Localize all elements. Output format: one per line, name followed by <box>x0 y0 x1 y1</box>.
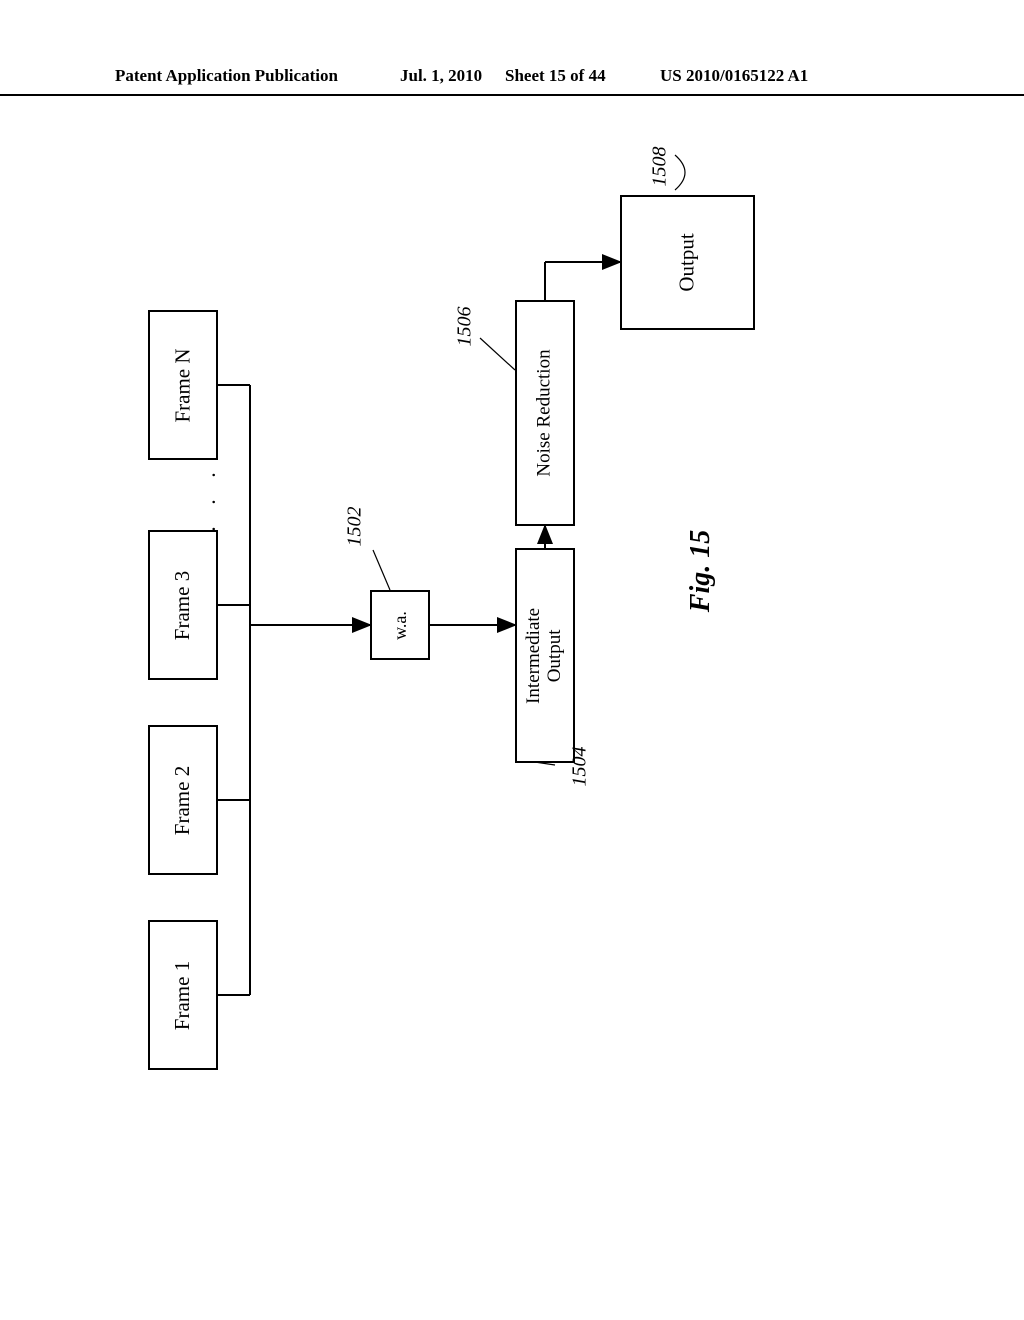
intermediate-output-box: IntermediateOutput <box>515 548 575 763</box>
frame-1-label: Frame 1 <box>171 960 196 1029</box>
figure-caption: Fig. 15 <box>685 530 717 612</box>
figure-diagram: Frame 1 Frame 2 Frame 3 Frame N w.a. Int… <box>120 170 910 1090</box>
noise-label: Noise Reduction <box>534 349 556 476</box>
wa-label: w.a. <box>389 611 410 640</box>
frame-3-box: Frame 3 <box>148 530 218 680</box>
ref-1504: 1504 <box>569 747 592 787</box>
wa-box: w.a. <box>370 590 430 660</box>
output-label: Output <box>675 233 700 291</box>
frames-ellipsis: . . . <box>195 464 221 532</box>
noise-reduction-box: Noise Reduction <box>515 300 575 526</box>
ref-1502: 1502 <box>344 507 367 547</box>
header-publication-type: Patent Application Publication <box>115 66 338 86</box>
ref-1508: 1508 <box>649 147 672 187</box>
header-date: Jul. 1, 2010 <box>400 66 482 86</box>
page-header: Patent Application Publication Jul. 1, 2… <box>0 66 1024 96</box>
frame-n-label: Frame N <box>171 348 196 422</box>
frame-1-box: Frame 1 <box>148 920 218 1070</box>
frame-2-label: Frame 2 <box>171 765 196 834</box>
frame-2-box: Frame 2 <box>148 725 218 875</box>
frame-n-box: Frame N <box>148 310 218 460</box>
frame-3-label: Frame 3 <box>171 570 196 639</box>
intermediate-label: IntermediateOutput <box>524 607 566 703</box>
header-pub-number: US 2010/0165122 A1 <box>660 66 808 86</box>
output-box: Output <box>620 195 755 330</box>
ref-1506: 1506 <box>454 307 477 347</box>
header-sheet: Sheet 15 of 44 <box>505 66 606 86</box>
